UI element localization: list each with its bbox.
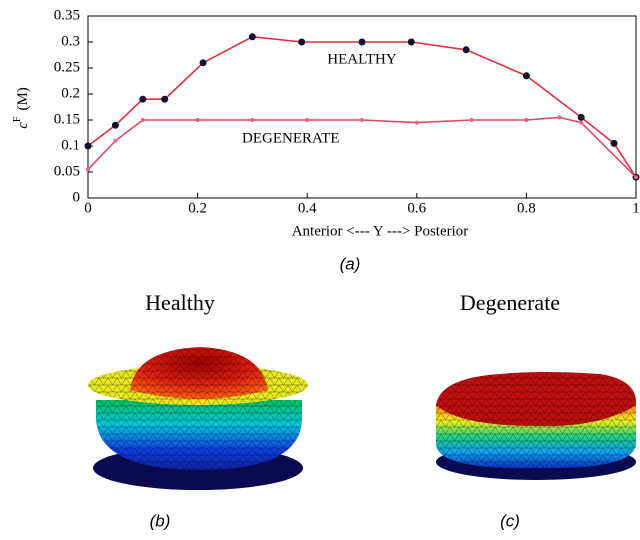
marker (113, 139, 117, 143)
healthy-mesh (88, 347, 308, 490)
x-tick-label: 0.8 (517, 200, 536, 216)
marker (523, 72, 530, 79)
marker (305, 118, 309, 122)
x-tick-label: 0.4 (298, 200, 317, 216)
marker (85, 143, 92, 150)
marker (359, 39, 366, 46)
panel-caption: (b) (150, 511, 171, 530)
marker (141, 118, 145, 122)
marker (200, 59, 207, 66)
annotation: HEALTHY (327, 52, 397, 68)
marker (524, 118, 528, 122)
marker (112, 122, 119, 129)
marker (360, 118, 364, 122)
marker (408, 39, 415, 46)
page: {"chart_data": {"type": "line", "ylabel"… (0, 0, 640, 540)
marker (139, 96, 146, 103)
marker (250, 118, 254, 122)
marker (249, 33, 256, 40)
y-axis-label: cF(M) (12, 87, 31, 129)
panel-title: Degenerate (460, 290, 560, 315)
marker (579, 121, 583, 125)
chart-caption: (a) (340, 254, 361, 273)
y-tick-label: 0.35 (54, 7, 80, 23)
x-axis-label: Anterior <--- Y ---> Posterior (292, 223, 469, 239)
y-tick-label: 0.2 (61, 85, 80, 101)
y-tick-label: 0.05 (54, 163, 80, 179)
y-tick-label: 0.15 (54, 111, 80, 127)
panel-caption: (c) (500, 511, 520, 530)
figure: Healthy Degenerate (b) (c) (a) Anterior … (0, 0, 640, 540)
marker (196, 118, 200, 122)
marker (470, 118, 474, 122)
y-tick-label: 0.1 (61, 137, 80, 153)
marker (161, 96, 168, 103)
degenerate-mesh (436, 372, 636, 480)
marker (634, 175, 638, 179)
y-tick-label: 0.25 (54, 59, 80, 75)
marker (86, 167, 90, 171)
x-tick-label: 0.6 (407, 200, 426, 216)
marker (578, 114, 585, 121)
marker (298, 39, 305, 46)
marker (557, 115, 561, 119)
x-tick-label: 0 (84, 200, 92, 216)
annotation: DEGENERATE (242, 131, 340, 147)
marker (611, 140, 618, 147)
y-tick-label: 0.3 (61, 33, 80, 49)
panel-title: Healthy (145, 290, 215, 315)
series-line (88, 117, 636, 177)
marker (415, 121, 419, 125)
x-tick-label: 1 (632, 200, 640, 216)
x-tick-label: 0.2 (188, 200, 207, 216)
marker (463, 46, 470, 53)
y-tick-label: 0 (73, 189, 81, 205)
